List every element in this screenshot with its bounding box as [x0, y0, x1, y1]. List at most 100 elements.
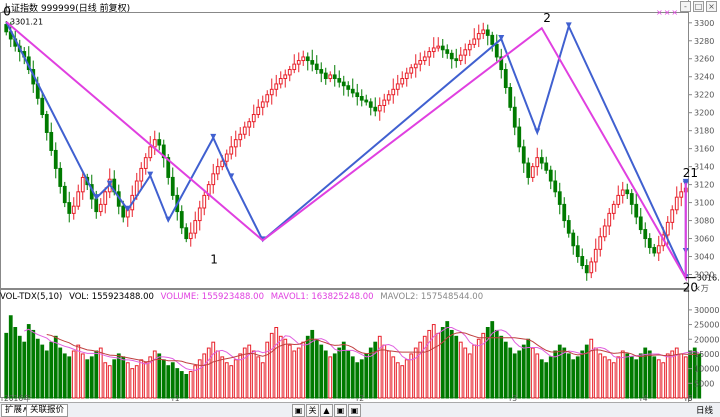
- volume-bar-down: [688, 350, 693, 399]
- volume-bar-up: [292, 350, 297, 399]
- volume-bar-down: [170, 362, 175, 399]
- volume-bar-up: [76, 344, 81, 399]
- maximize-button[interactable]: □: [693, 1, 704, 12]
- toolbar-icon-4[interactable]: ▣: [334, 404, 347, 417]
- candle-down: [580, 256, 585, 267]
- volume-bar-down: [634, 359, 639, 399]
- mavol2-line: [46, 331, 700, 366]
- volume-bar-up: [260, 362, 265, 399]
- candle-down: [314, 63, 319, 71]
- volume-bar-down: [449, 329, 454, 399]
- candle-down: [4, 24, 9, 33]
- triangle-icon[interactable]: ▲: [320, 404, 333, 417]
- volume-bar-up: [472, 344, 477, 399]
- volume-bar-down: [368, 347, 373, 399]
- volume-bar-up: [143, 362, 148, 399]
- toolbar-icon-1[interactable]: ▣: [292, 404, 305, 417]
- volume-bar-up: [238, 353, 243, 399]
- volume-bar-up: [665, 353, 670, 399]
- candle-down: [179, 211, 184, 229]
- candle-down: [166, 157, 171, 178]
- volume-bar-up: [80, 353, 85, 399]
- volume-bar-down: [440, 327, 445, 399]
- candle-down: [373, 106, 378, 112]
- wave_magenta-line: [5, 21, 687, 282]
- price-tick-label: 3200: [694, 109, 714, 118]
- volume-bar-down: [175, 368, 180, 399]
- candle-up: [620, 189, 625, 196]
- period-label[interactable]: 日线: [696, 406, 714, 416]
- minimize-button[interactable]: -: [680, 1, 691, 12]
- candle-up: [472, 38, 477, 45]
- candle-up: [436, 45, 441, 49]
- candle-down: [121, 205, 126, 218]
- volume-bar-up: [661, 362, 666, 399]
- candle-up: [71, 205, 76, 214]
- candle-down: [350, 88, 355, 94]
- volume-bar-up: [418, 341, 423, 399]
- candle-down: [332, 74, 337, 80]
- candle-down: [62, 185, 67, 204]
- volume-bar-down: [454, 335, 459, 399]
- volume-bar-up: [107, 365, 112, 399]
- volume-bar-up: [188, 371, 193, 399]
- candle-up: [611, 203, 616, 214]
- volume-bar-up: [125, 362, 130, 399]
- volume-bar-down: [571, 359, 576, 399]
- toolbar-icon-2[interactable]: 关: [306, 404, 319, 417]
- volume-bar-up: [265, 341, 270, 399]
- wave-arrowhead: [93, 194, 100, 201]
- volume-bar-down: [364, 353, 369, 399]
- candle-up: [674, 196, 679, 211]
- volume-bar-down: [166, 365, 171, 399]
- candle-up: [256, 106, 261, 115]
- wave-arrowhead: [210, 133, 217, 140]
- candle-up: [251, 113, 256, 123]
- volume-bar-down: [575, 356, 580, 399]
- candle-up: [431, 47, 436, 53]
- toolbar-icon-5[interactable]: ▣: [348, 404, 361, 417]
- volume-bar-down: [89, 356, 94, 399]
- volume-bar-up: [593, 347, 598, 399]
- candle-down: [364, 99, 369, 103]
- close-button[interactable]: ×: [706, 1, 717, 12]
- vol-indicator-name: VOL-TDX(5,10): [0, 292, 63, 302]
- candle-up: [143, 157, 148, 169]
- volume-bar-down: [445, 321, 450, 399]
- volume-bar-down: [44, 350, 49, 399]
- volume-bar-down: [355, 362, 360, 399]
- volume-bar-down: [314, 338, 319, 399]
- price-tick-label: 3020: [694, 271, 714, 280]
- volume-bar-up: [139, 359, 144, 399]
- volume-bar-up: [251, 350, 256, 399]
- volume-bar-down: [643, 347, 648, 399]
- candle-up: [418, 60, 423, 65]
- candle-down: [449, 52, 454, 60]
- volume-bar-up: [215, 350, 220, 399]
- related-quote-tab[interactable]: 关联报价: [26, 404, 69, 417]
- volume-bar-down: [161, 359, 166, 399]
- candle-up: [139, 167, 144, 182]
- candle-up: [409, 67, 414, 74]
- candle-up: [400, 78, 405, 85]
- volume-bar-up: [602, 356, 607, 399]
- candle-down: [310, 60, 315, 65]
- volume-bar-down: [557, 344, 562, 399]
- volume-bar-down: [26, 324, 31, 399]
- candle-up: [413, 63, 418, 69]
- candle-up: [589, 261, 594, 274]
- volume-value: VOLUME: 155923488.00: [160, 292, 264, 302]
- wave-arrowhead: [165, 216, 172, 223]
- candle-up: [278, 78, 283, 85]
- candle-up: [193, 220, 198, 234]
- volume-bar-up: [377, 335, 382, 399]
- volume-bar-down: [31, 329, 36, 399]
- volume-bar-up: [409, 353, 414, 399]
- volume-bar-down: [584, 344, 589, 399]
- price-tick-label: 3220: [694, 91, 714, 100]
- volume-bar-down: [35, 338, 40, 399]
- volume-bar-up: [274, 327, 279, 399]
- volume-bar-down: [490, 321, 495, 399]
- volume-bar-up: [422, 335, 427, 399]
